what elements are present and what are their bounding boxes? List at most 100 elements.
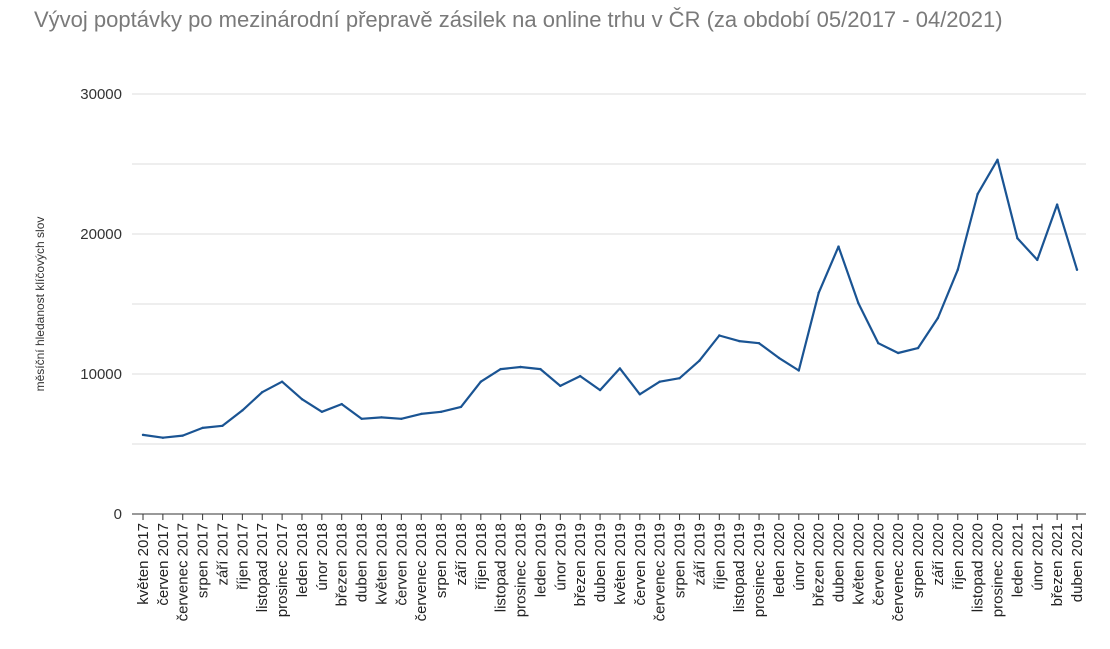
data-point: [400, 417, 403, 420]
data-point: [797, 369, 800, 372]
data-point: [420, 412, 423, 416]
x-tick-label: leden 2018: [294, 523, 311, 597]
data-point: [837, 245, 840, 248]
x-tick-label: červen 2020: [870, 523, 887, 606]
x-tick-label: březen 2019: [572, 523, 589, 606]
x-tick-label: listopad 2020: [970, 523, 987, 612]
data-point: [499, 367, 502, 371]
data-point: [678, 377, 681, 380]
x-tick-label: srpen 2019: [672, 523, 689, 598]
data-point: [201, 426, 204, 430]
data-point: [777, 356, 781, 360]
data-point: [956, 268, 959, 271]
y-tick-label: 30000: [80, 86, 122, 103]
x-tick-label: březen 2018: [334, 523, 351, 606]
data-point: [300, 398, 304, 401]
data-point: [221, 424, 224, 427]
x-tick-label: duben 2019: [592, 523, 609, 602]
x-tick-label: leden 2021: [1009, 523, 1026, 597]
x-tick-label: červenec 2019: [652, 523, 669, 621]
x-tick-label: prosinec 2020: [990, 523, 1007, 617]
data-point: [1036, 258, 1039, 262]
x-tick-label: únor 2018: [314, 523, 331, 591]
x-tick-label: září 2019: [691, 523, 708, 586]
y-tick-label: 20000: [80, 226, 122, 243]
data-point: [757, 342, 761, 345]
data-point: [539, 367, 542, 371]
x-tick-label: prosinec 2018: [513, 523, 530, 617]
data-point: [459, 405, 463, 409]
x-tick-label: květen 2018: [373, 523, 390, 605]
data-point: [141, 433, 145, 437]
data-point: [241, 409, 244, 412]
x-tick-label: červen 2017: [155, 523, 172, 606]
data-point: [896, 351, 900, 355]
x-tick-label: březen 2021: [1049, 523, 1066, 606]
data-point: [181, 434, 184, 437]
x-tick-label: říjen 2020: [950, 523, 967, 590]
data-point: [559, 384, 562, 388]
data-point: [340, 402, 343, 406]
data-point: [817, 291, 820, 294]
data-point: [976, 192, 979, 196]
data-point: [380, 416, 383, 419]
x-tick-label: duben 2021: [1069, 523, 1086, 602]
data-point: [877, 342, 880, 345]
data-point: [261, 391, 264, 394]
y-axis-title: měsíční hledanost klíčových slov: [33, 217, 47, 392]
data-point: [479, 380, 483, 383]
data-point: [618, 367, 622, 370]
x-tick-label: srpen 2017: [195, 523, 212, 598]
data-point: [320, 410, 324, 413]
x-tick-label: srpen 2018: [433, 523, 450, 598]
x-tick-label: květen 2017: [135, 523, 152, 605]
series-line: [141, 158, 1079, 439]
x-tick-label: červen 2019: [632, 523, 649, 606]
x-tick-label: prosinec 2017: [274, 523, 291, 617]
x-tick-label: duben 2020: [831, 523, 848, 602]
x-tick-label: listopad 2019: [731, 523, 748, 612]
x-tick-label: leden 2019: [532, 523, 549, 597]
data-point: [1016, 237, 1019, 240]
data-point: [996, 158, 999, 161]
x-tick-label: leden 2020: [771, 523, 788, 597]
x-tick-label: červenec 2020: [890, 523, 907, 621]
data-point: [1075, 268, 1079, 271]
x-tick-label: duben 2018: [354, 523, 371, 602]
data-point: [519, 365, 522, 369]
x-tick-label: červenec 2018: [413, 523, 430, 621]
x-tick-label: červen 2018: [393, 523, 410, 606]
data-point: [737, 339, 741, 343]
x-tick-label: říjen 2017: [234, 523, 251, 590]
x-tick-label: prosinec 2019: [751, 523, 768, 617]
y-tick-label: 10000: [80, 366, 122, 383]
x-tick-label: září 2020: [930, 523, 947, 586]
y-tick-label: 0: [114, 506, 122, 523]
data-point: [698, 359, 701, 362]
x-tick-label: červenec 2017: [175, 523, 192, 621]
x-tick-label: září 2017: [214, 523, 231, 586]
x-tick-label: srpen 2020: [910, 523, 927, 598]
data-point: [578, 374, 582, 378]
data-point: [936, 316, 940, 320]
chart-title: Vývoj poptávky po mezinárodní přepravě z…: [34, 7, 1003, 32]
x-tick-label: únor 2021: [1029, 523, 1046, 591]
x-tick-label: únor 2020: [791, 523, 808, 591]
x-tick-label: květen 2020: [850, 523, 867, 605]
data-point: [1055, 203, 1059, 206]
data-point: [280, 380, 284, 383]
x-tick-label: únor 2019: [552, 523, 569, 591]
data-point: [598, 388, 602, 392]
x-tick-label: září 2018: [453, 523, 470, 586]
data-point: [161, 436, 165, 439]
x-tick-label: říjen 2019: [711, 523, 728, 590]
data-point: [718, 334, 721, 337]
data-point: [638, 393, 642, 396]
x-tick-label: listopad 2017: [254, 523, 271, 612]
data-point: [439, 410, 443, 413]
x-tick-label: březen 2020: [811, 523, 828, 606]
x-tick-label: květen 2019: [612, 523, 629, 605]
data-point: [857, 302, 860, 305]
